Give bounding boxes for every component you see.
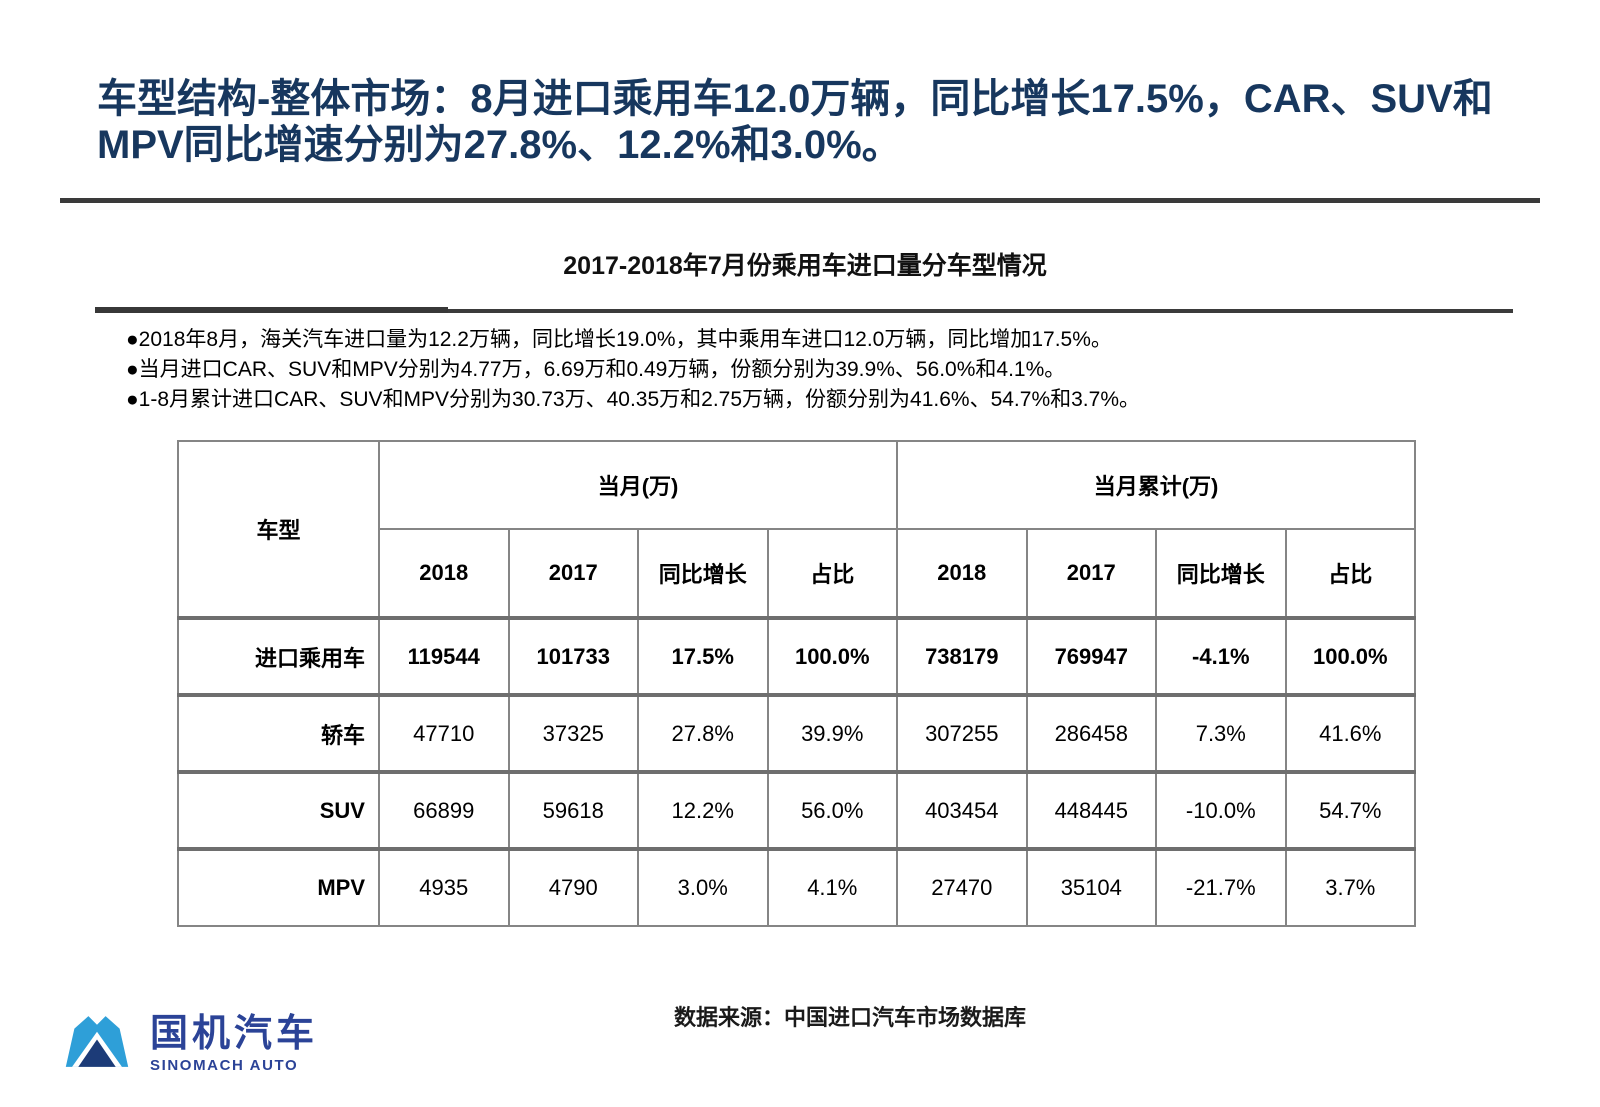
cell-value: 738179 [896,616,1028,696]
bullet-list: ●2018年8月，海关汽车进口量为12.2万辆，同比增长19.0%，其中乘用车进… [126,325,1526,415]
cell-value: 3.0% [637,847,769,927]
cell-value: 3.7% [1284,847,1417,927]
cell-value: 100.0% [766,616,899,696]
cell-value: 12.2% [637,770,769,850]
cell-value: 286458 [1025,693,1158,773]
cell-value: 59618 [507,770,639,850]
cell-value: 4790 [507,847,639,927]
logo-text-cn: 国机汽车 [150,1013,319,1055]
row-label: SUV [177,770,380,850]
rule-segment-right [448,309,1513,313]
import-volume-table: 车型 当月(万) 当月累计(万) 2018 2017 同比增长 占比 2018 … [177,440,1417,927]
cell-value: 37325 [507,693,639,773]
col-header-2017-cum: 2017 [1025,528,1158,619]
cell-value: 27.8% [637,693,769,773]
row-label: MPV [177,847,380,927]
section-heading: 2017-2018年7月份乘用车进口量分车型情况 [563,252,1047,280]
rule-segment-left [95,307,448,313]
cell-value: 27470 [896,847,1028,927]
cell-value: 39.9% [766,693,899,773]
cell-value: 101733 [507,616,639,696]
cell-value: 66899 [378,770,510,850]
cell-value: 4935 [378,847,510,927]
col-header-2018-cum: 2018 [896,528,1028,619]
col-header-2017-month: 2017 [507,528,639,619]
col-header-yoy-month: 同比增长 [637,528,769,619]
cell-value: 17.5% [637,616,769,696]
col-header-share-cum: 占比 [1284,528,1417,619]
table-group-header-row: 车型 当月(万) 当月累计(万) [177,440,1417,619]
cell-value: 56.0% [766,770,899,850]
sinomach-logo: 国机汽车 SINOMACH AUTO [58,1012,318,1078]
table-row-mpv: MPV 4935 4790 3.0% 4.1% 27470 35104 -21.… [177,847,1417,927]
cell-value: 403454 [896,770,1028,850]
table-row-sedan: 轿车 47710 37325 27.8% 39.9% 307255 286458… [177,693,1417,773]
data-source-note: 数据来源：中国进口汽车市场数据库 [673,1005,1026,1030]
cell-value: 47710 [378,693,510,773]
cell-value: 35104 [1025,847,1158,927]
cell-value: 4.1% [766,847,899,927]
row-label: 进口乘用车 [177,616,380,696]
col-header-yoy-cum: 同比增长 [1155,528,1287,619]
bullet-item: ●当月进口CAR、SUV和MPV分别为4.77万，6.69万和0.49万辆，份额… [126,358,1066,381]
row-label: 轿车 [177,693,380,773]
slide-title: 车型结构-整体市场：8月进口乘用车12.0万辆，同比增长17.5%，CAR、SU… [97,77,1493,168]
cell-value: 54.7% [1284,770,1417,850]
corner-header-vehicle-type: 车型 [177,440,380,619]
cell-value: -4.1% [1155,616,1287,696]
cell-value: 7.3% [1155,693,1287,773]
cell-value: 769947 [1025,616,1158,696]
sinomach-mountain-icon [65,1016,129,1067]
col-header-2018-month: 2018 [378,528,510,619]
cell-value: 100.0% [1284,616,1417,696]
section-heading-rule [95,307,1513,315]
title-underline-rule [60,198,1540,203]
col-header-share-month: 占比 [766,528,899,619]
bullet-item: ●1-8月累计进口CAR、SUV和MPV分别为30.73万、40.35万和2.7… [126,388,1140,411]
cell-value: 119544 [378,616,510,696]
table-row-imported-passenger-cars: 进口乘用车 119544 101733 17.5% 100.0% 738179 … [177,616,1417,696]
cell-value: -21.7% [1155,847,1287,927]
group-header-cumulative: 当月累计(万) [896,440,1417,530]
cell-value: 41.6% [1284,693,1417,773]
cell-value: 307255 [896,693,1028,773]
table-sub-header-row: 2018 2017 同比增长 占比 2018 2017 同比增长 占比 [178,528,1417,619]
logo-text-en: SINOMACH AUTO [150,1057,299,1074]
cell-value: -10.0% [1155,770,1287,850]
cell-value: 448445 [1025,770,1158,850]
group-header-current-month: 当月(万) [377,440,899,530]
bullet-item: ●2018年8月，海关汽车进口量为12.2万辆，同比增长19.0%，其中乘用车进… [126,328,1112,351]
table-row-suv: SUV 66899 59618 12.2% 56.0% 403454 44844… [177,770,1417,850]
